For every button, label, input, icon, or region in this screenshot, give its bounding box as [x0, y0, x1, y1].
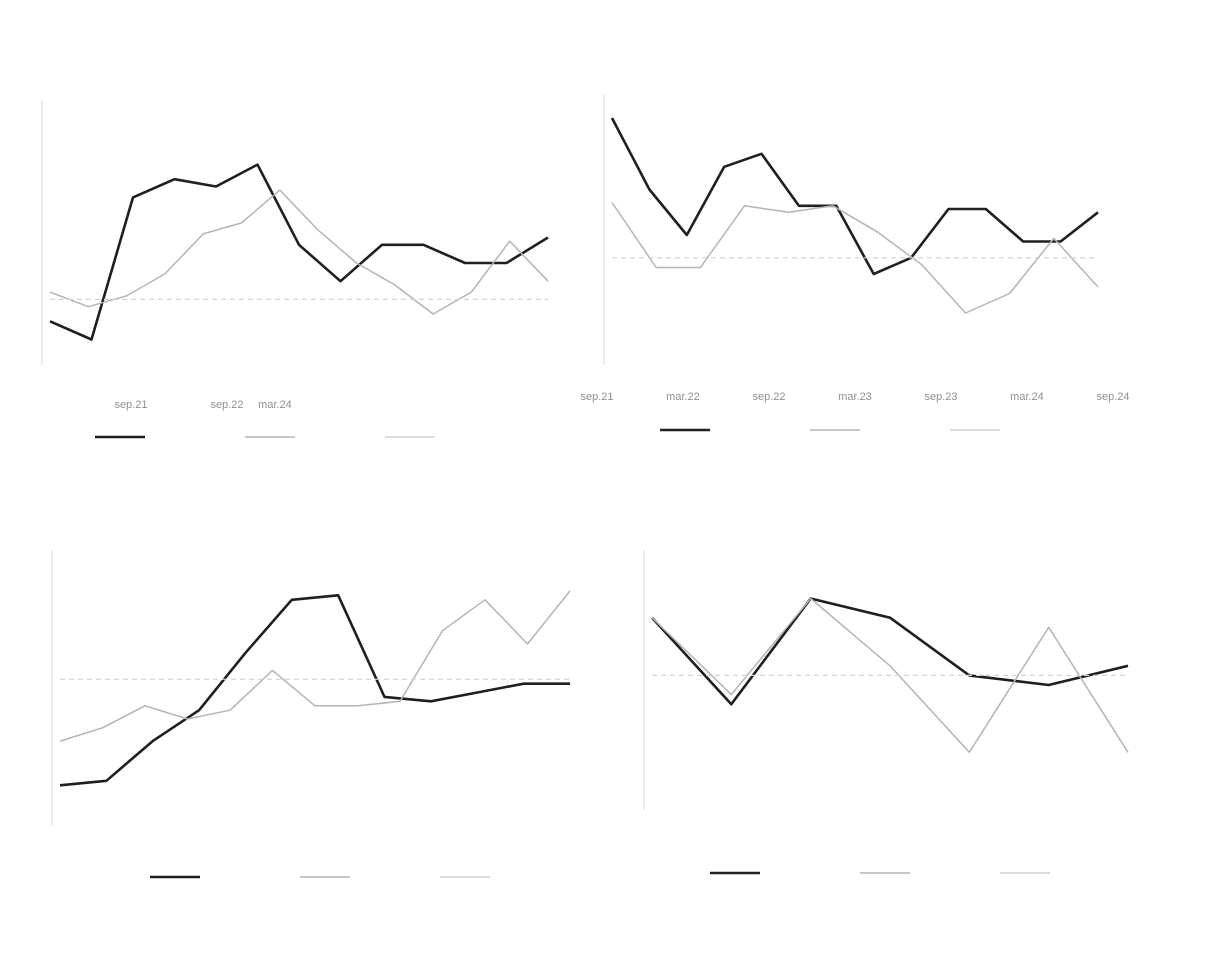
x-tick-label: sep.23 [924, 391, 957, 403]
chart-figure: sep.21 sep.22 mar.24 sep.21 mar.22 sep.22 mar.… [41, 95, 1130, 879]
x-tick-label: mar.24 [258, 399, 292, 411]
series-line-2 [611, 202, 1099, 314]
x-tick-label: sep.21 [580, 391, 613, 403]
series-line-1 [651, 597, 1129, 706]
series-line-1 [610, 117, 1099, 276]
x-tick-label: sep.24 [1096, 391, 1129, 403]
series-line-1 [59, 593, 570, 787]
x-tick-label: mar.24 [1010, 391, 1044, 403]
x-tick-label: mar.23 [838, 391, 872, 403]
x-tick-label: mar.22 [666, 391, 700, 403]
series-line-2 [651, 597, 1129, 754]
x-tick-label: sep.21 [114, 399, 147, 411]
chart-panel-3 [51, 550, 571, 879]
x-tick-label: sep.22 [752, 391, 785, 403]
figure-caption [14, 893, 1214, 958]
chart-panel-1: sep.21 sep.22 mar.24 [41, 100, 549, 439]
series-line-1 [49, 163, 549, 341]
chart-panel-4 [643, 550, 1129, 875]
x-tick-label: sep.22 [210, 399, 243, 411]
series-line-2 [49, 189, 549, 315]
chart-panel-2: sep.21 mar.22 sep.22 mar.23 sep.23 mar.24 sep.… [580, 95, 1130, 432]
series-line-2 [59, 590, 571, 742]
